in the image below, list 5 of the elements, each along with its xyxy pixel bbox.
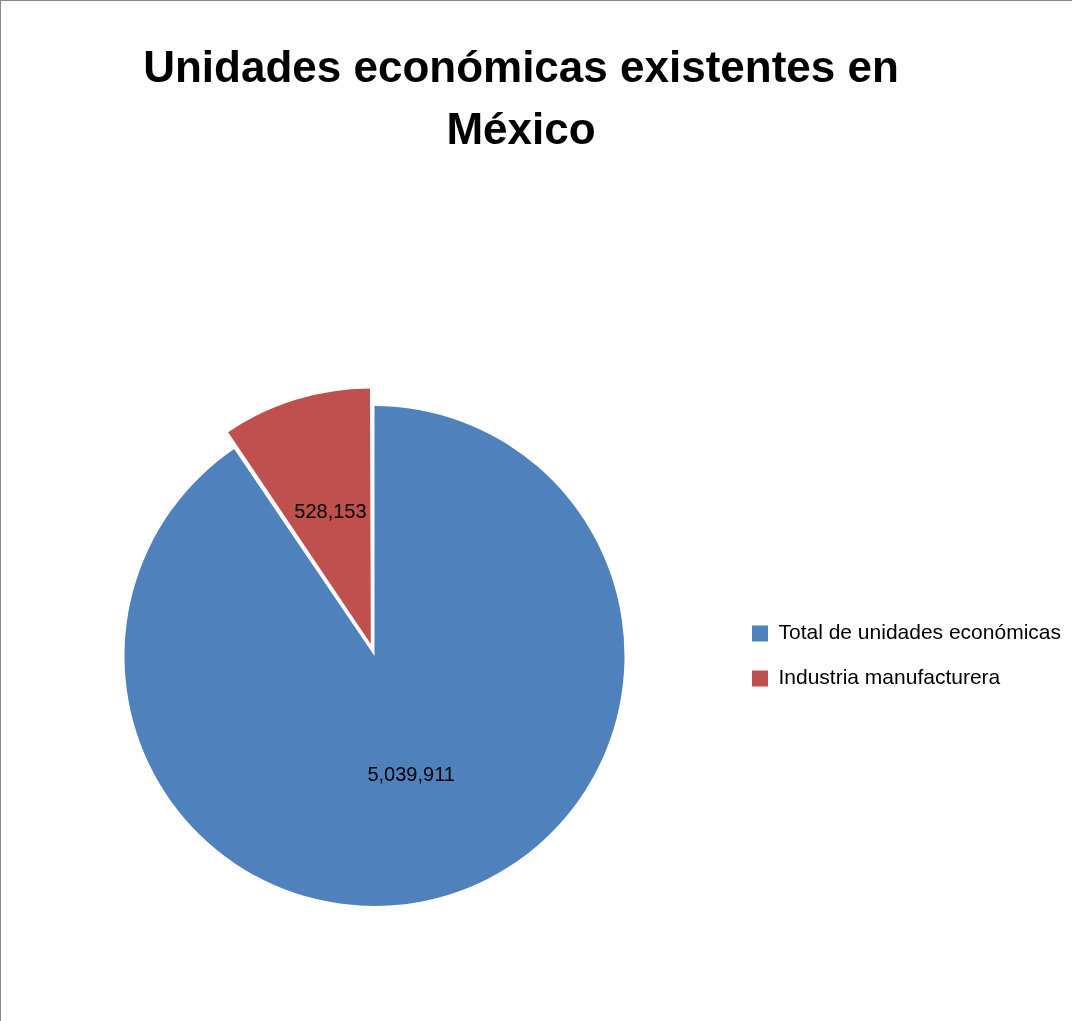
chart-title: Unidades económicas existentes en México bbox=[142, 41, 900, 155]
legend-label: Industria manufacturera bbox=[778, 665, 1001, 689]
legend-label: Total de unidades económicas bbox=[778, 620, 1061, 644]
data-label: 5,039,911 bbox=[367, 763, 455, 786]
data-label: 528,153 bbox=[294, 500, 367, 523]
